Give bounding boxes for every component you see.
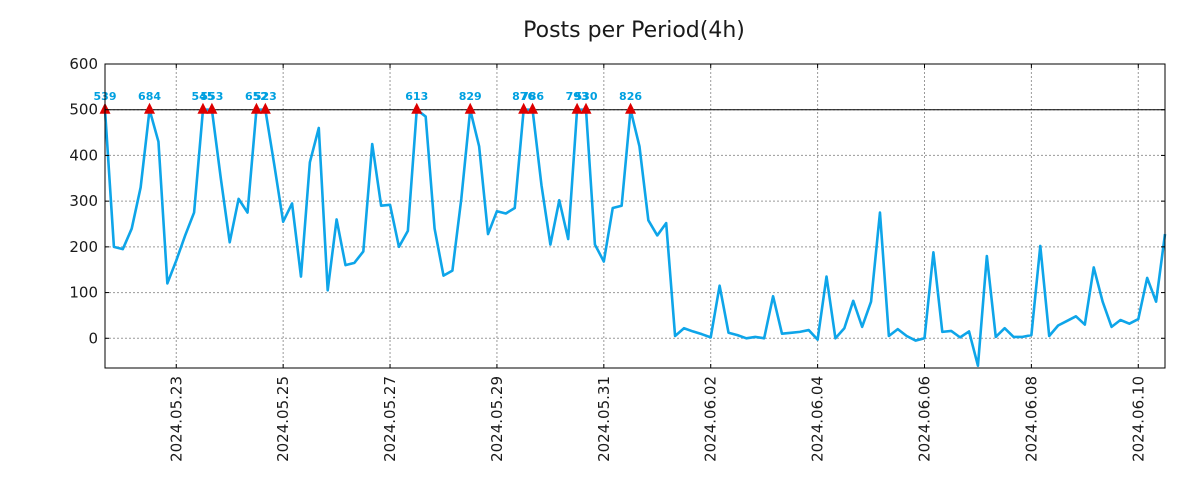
capped-value-label: 829 [459,90,482,103]
chart-title: Posts per Period(4h) [523,18,745,43]
series-line-posts [103,108,1167,368]
capped-marker [527,102,539,114]
capped-value-label: 530 [575,90,598,103]
x-tick-label: 2024.06.02 [702,376,720,462]
y-tick-label: 0 [88,329,98,347]
capped-value-label: 523 [254,90,277,103]
capped-value-label: 545 [191,90,214,103]
x-tick-label: 2024.05.25 [274,376,292,462]
capped-value-label: 793 [566,90,589,103]
capped-marker [411,102,423,114]
x-axis-ticks: 2024.05.23 2024.05.25 2024.05.27 2024.05.29… [167,376,1147,462]
x-tick-label: 2024.05.23 [167,376,185,462]
capped-marker [518,102,530,114]
plot-frame [104,63,1166,369]
capped-marker [144,102,156,114]
capped-marker [197,102,209,114]
x-tick-label: 2024.06.08 [1022,376,1040,462]
y-axis-ticks: 0 100 200 300 400 500 600 [69,55,98,347]
y-tick-label: 100 [69,284,98,302]
capped-marker [259,102,271,114]
x-tick-label: 2024.05.31 [595,376,613,462]
y-tick-label: 400 [69,146,98,164]
capped-value-label: 652 [245,90,268,103]
capped-markers [99,102,637,114]
capped-marker [464,102,476,114]
grid [105,64,1165,368]
x-tick-label: 2024.06.04 [809,376,827,462]
y-tick-label: 500 [69,101,98,119]
x-tick-label: 2024.06.06 [915,376,933,462]
y-tick-label: 200 [69,238,98,256]
capped-marker [571,102,583,114]
capped-value-label: 684 [138,90,161,103]
capped-value-label: 876 [512,90,535,103]
x-tick-label: 2024.06.10 [1129,376,1147,462]
capped-value-label: 826 [619,90,642,103]
capped-marker [206,102,218,114]
capped-value-label: 786 [521,90,544,103]
x-tick-label: 2024.05.29 [488,376,506,462]
capped-marker [625,102,637,114]
series-layer [103,108,1167,368]
capped-marker [250,102,262,114]
capped-marker [580,102,592,114]
capped-value-label: 553 [200,90,223,103]
y-tick-label: 600 [69,55,98,73]
y-tick-label: 300 [69,192,98,210]
axes [104,63,1166,369]
x-tick-label: 2024.05.27 [381,376,399,462]
capped-value-label: 613 [405,90,428,103]
